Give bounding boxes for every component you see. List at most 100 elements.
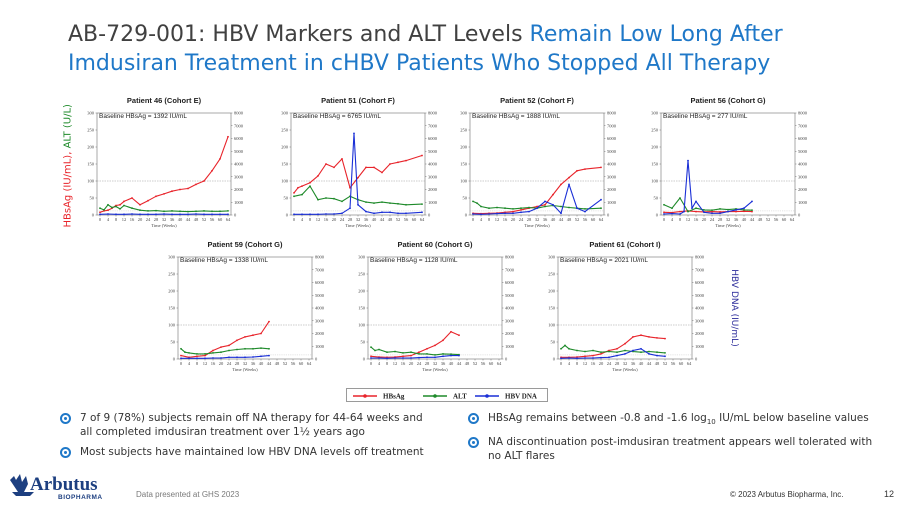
x-tick-label: 56: [404, 217, 409, 222]
data-point: [163, 213, 165, 215]
x-tick-label: 36: [543, 217, 548, 222]
data-point: [679, 213, 681, 215]
data-point: [520, 211, 522, 214]
y-right-tick-label: 8000: [428, 111, 438, 116]
data-point: [600, 198, 602, 201]
data-point: [592, 354, 594, 357]
y-left-tick-label: 150: [168, 306, 176, 311]
x-tick-label: 64: [420, 217, 425, 222]
data-point: [155, 209, 157, 212]
y-right-tick-label: 3000: [505, 318, 515, 323]
y-right-tick-label: 5000: [505, 293, 515, 298]
y-left-tick-label: 100: [168, 323, 176, 328]
x-tick-label: 60: [299, 361, 304, 366]
x-tick-label: 64: [687, 361, 692, 366]
y-right-tick-label: 5000: [607, 149, 617, 154]
data-point: [480, 205, 482, 208]
data-point: [171, 213, 173, 216]
x-tick-label: 24: [340, 217, 345, 222]
chart-svg: Patient 60 (Cohort G) Baseline HBsAg = 11…: [358, 240, 515, 372]
data-point: [155, 213, 157, 216]
logo-subtext: BIOPHARMA: [58, 494, 103, 501]
chart-svg: Patient 46 (Cohort E) Baseline HBsAg = 13…: [87, 96, 244, 228]
chart-title: Patient 56 (Cohort G): [690, 96, 766, 105]
x-tick-label: 52: [473, 361, 478, 366]
x-tick-label: 64: [226, 217, 231, 222]
bullet-right-1-pre: HBsAg remains between -0.8 and -1.6 log: [488, 412, 707, 424]
x-tick-label: 8: [488, 217, 491, 222]
data-point: [389, 202, 391, 204]
data-point: [219, 158, 221, 160]
data-point: [204, 353, 206, 355]
data-point: [560, 212, 562, 215]
x-tick-label: 64: [599, 217, 604, 222]
x-tick-label: 12: [495, 217, 500, 222]
data-point: [107, 213, 109, 215]
data-point: [349, 186, 351, 189]
series-line-hbsag: [180, 321, 270, 358]
data-point: [139, 203, 141, 206]
y-right-tick-label: 7000: [607, 123, 617, 128]
data-point: [212, 352, 214, 354]
data-point: [187, 187, 189, 190]
data-point: [405, 212, 407, 215]
data-point: [184, 351, 186, 354]
y-left-tick-label: 200: [168, 289, 176, 294]
data-point: [576, 349, 578, 352]
x-tick-label: 56: [291, 361, 296, 366]
y-right-tick-label: 1000: [505, 344, 515, 349]
right-axis-label: HBV DNA (IU/mL): [724, 265, 744, 355]
data-point: [99, 211, 101, 214]
data-point: [751, 209, 753, 212]
data-point: [632, 336, 634, 338]
data-point: [252, 347, 254, 350]
title-highlight: Remain Low Long After Imdusiran Treatmen…: [68, 22, 783, 76]
patient-chart-3: Patient 52 (Cohort F) Baseline HBsAg = 18…: [454, 94, 626, 233]
data-point: [656, 337, 658, 339]
series-line-hbv-dna: [181, 355, 270, 359]
data-point: [616, 351, 618, 354]
data-point: [378, 348, 380, 351]
x-tick-label: 28: [615, 361, 620, 366]
data-point: [671, 212, 673, 215]
data-point: [584, 357, 586, 359]
data-point: [317, 213, 319, 216]
plot-frame: [469, 112, 605, 216]
data-point: [402, 355, 404, 358]
y-left-tick-label: 300: [168, 255, 176, 260]
x-tick-label: 56: [583, 217, 588, 222]
x-tick-label: 40: [259, 361, 264, 366]
y-right-tick-label: 2000: [234, 187, 244, 192]
data-point: [426, 356, 428, 359]
data-point: [624, 349, 626, 352]
y-left-tick-label: 0: [363, 357, 366, 362]
data-point: [624, 353, 626, 355]
data-point: [544, 203, 546, 206]
x-tick-label: 60: [591, 217, 596, 222]
y-right-tick-label: 2000: [315, 331, 325, 336]
data-point: [711, 212, 713, 215]
data-point: [616, 354, 618, 357]
data-point: [163, 193, 165, 195]
data-point: [488, 207, 490, 210]
data-point: [220, 346, 222, 348]
data-point: [211, 169, 213, 172]
y-left-tick-label: 300: [281, 111, 289, 116]
x-axis-label: Time (Weeks): [612, 367, 638, 372]
data-point: [357, 203, 359, 206]
data-point: [370, 346, 372, 348]
chart-title: Patient 46 (Cohort E): [127, 96, 202, 105]
x-tick-label: 40: [372, 217, 377, 222]
data-point: [357, 176, 359, 179]
y-left-tick-label: 50: [654, 196, 659, 201]
data-point: [584, 208, 586, 210]
data-point: [373, 166, 375, 169]
series-line-hbv-dna: [371, 355, 459, 359]
data-point: [679, 210, 681, 213]
x-tick-label: 32: [433, 361, 438, 366]
data-point: [123, 200, 125, 203]
baseline-label: Baseline HBsAg = 1392 IU/mL: [99, 113, 187, 120]
x-axis-label: Time (Weeks): [232, 367, 258, 372]
data-point: [394, 357, 396, 359]
x-tick-label: 12: [686, 217, 691, 222]
